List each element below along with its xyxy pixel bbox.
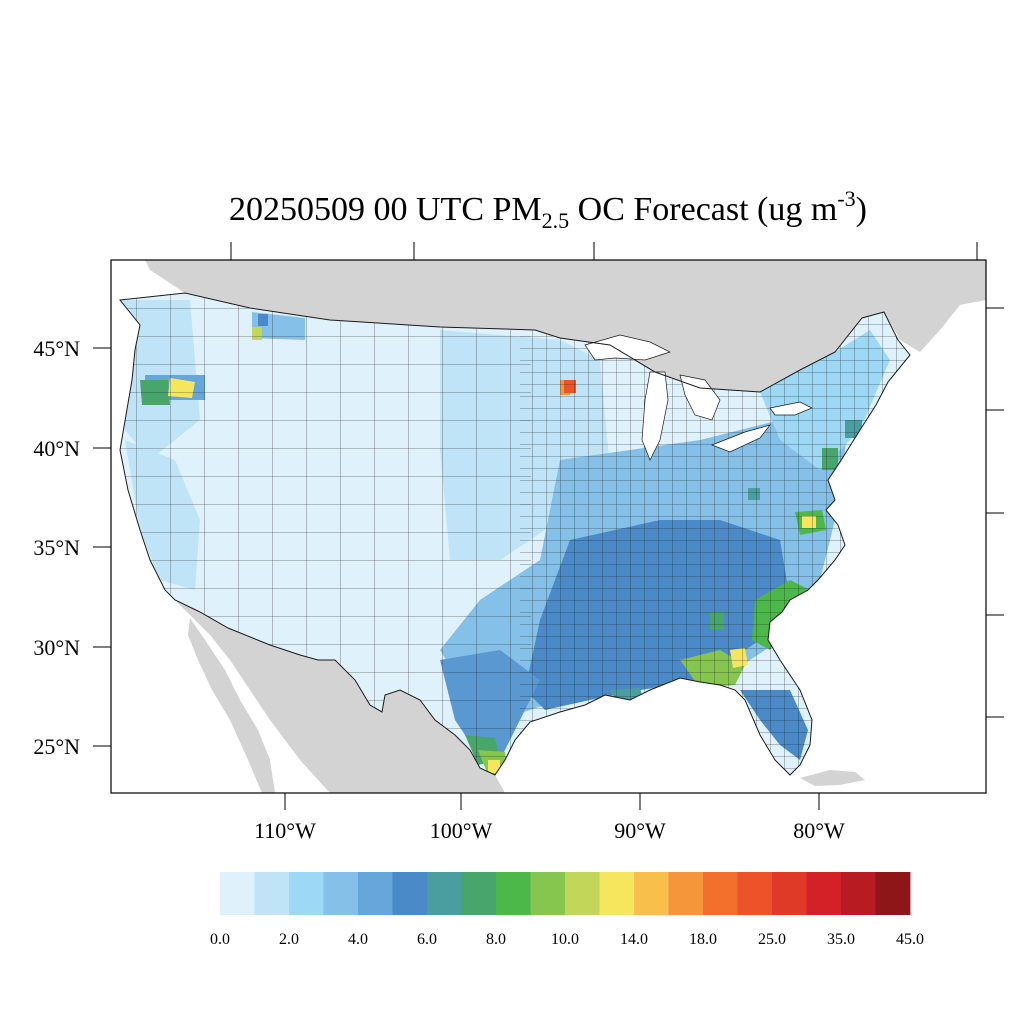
lake-erie: [711, 424, 771, 453]
colorbar-swatch: [358, 872, 393, 915]
colorbar-swatch: [841, 872, 876, 915]
lat-label-40: 40°N: [33, 436, 80, 461]
lon-label-90: 90°W: [614, 818, 666, 843]
colorbar-label: 35.0: [827, 931, 855, 948]
cuba-land: [800, 770, 865, 786]
lon-label-110: 110°W: [254, 818, 316, 843]
colorbar-labels: 0.0 2.0 4.0 6.0 8.0 10.0 14.0 18.0 25.0 35.0 45.0: [210, 931, 924, 948]
colorbar-swatch: [254, 872, 290, 915]
right-ticks: [986, 307, 1004, 718]
map-title: 20250509 00 UTC PM2.5 OC Forecast (ug m-…: [229, 186, 867, 233]
colorbar-label: 0.0: [210, 931, 230, 948]
colorbar-swatch: [323, 872, 359, 915]
colorbar-swatch: [772, 872, 807, 915]
colorbar-swatch: [461, 872, 497, 915]
lon-label-100: 100°W: [430, 818, 493, 843]
bottom-ticks: [284, 793, 820, 810]
colorbar-label: 18.0: [689, 931, 717, 948]
colorbar-label: 4.0: [348, 931, 368, 948]
title-prefix: 20250509 00 UTC PM: [229, 191, 542, 228]
title-subscript: 2.5: [542, 208, 570, 233]
map-frame: [110, 259, 987, 794]
colorbar-swatch: [806, 872, 842, 915]
colorbar-swatch: [875, 872, 911, 915]
colorbar-swatch: [668, 872, 704, 915]
colorbar-swatch: [599, 872, 635, 915]
map-panel: [111, 260, 986, 793]
lon-label-80: 80°W: [793, 818, 845, 843]
lake-michigan: [641, 371, 669, 461]
colorbar-label: 10.0: [551, 931, 579, 948]
colorbar-swatch: [496, 872, 531, 915]
lat-label-30: 30°N: [33, 635, 80, 660]
lake-superior: [584, 334, 671, 361]
colorbar-label: 6.0: [417, 931, 437, 948]
lake-ontario: [769, 401, 813, 416]
colorbar: [220, 872, 911, 915]
colorbar-swatch: [530, 872, 566, 915]
colorbar-label: 25.0: [758, 931, 786, 948]
colorbar-swatch: [703, 872, 738, 915]
lat-label-25: 25°N: [33, 734, 80, 759]
colorbar-swatch: [289, 872, 324, 915]
title-middle: OC Forecast (ug m: [569, 191, 837, 228]
top-ticks: [230, 242, 978, 260]
lat-label-45: 45°N: [33, 336, 80, 361]
colorbar-swatch: [220, 872, 255, 915]
colorbar-swatch: [565, 872, 600, 915]
colorbar-label: 8.0: [486, 931, 506, 948]
colorbar-label: 2.0: [279, 931, 299, 948]
colorbar-label: 45.0: [896, 931, 924, 948]
colorbar-label: 14.0: [620, 931, 648, 948]
conus-outline: [119, 292, 911, 776]
left-ticks: [93, 347, 111, 747]
lake-huron: [679, 374, 721, 421]
mexico-land: [175, 600, 505, 793]
title-superscript: -3: [837, 186, 855, 211]
colorbar-swatch: [392, 872, 428, 915]
lat-label-35: 35°N: [33, 535, 80, 560]
colorbar-swatch: [427, 872, 462, 915]
canada-land: [111, 260, 986, 392]
baja-land: [188, 618, 275, 793]
title-suffix: ): [856, 191, 867, 228]
colorbar-swatch: [737, 872, 773, 915]
colorbar-swatch: [634, 872, 669, 915]
